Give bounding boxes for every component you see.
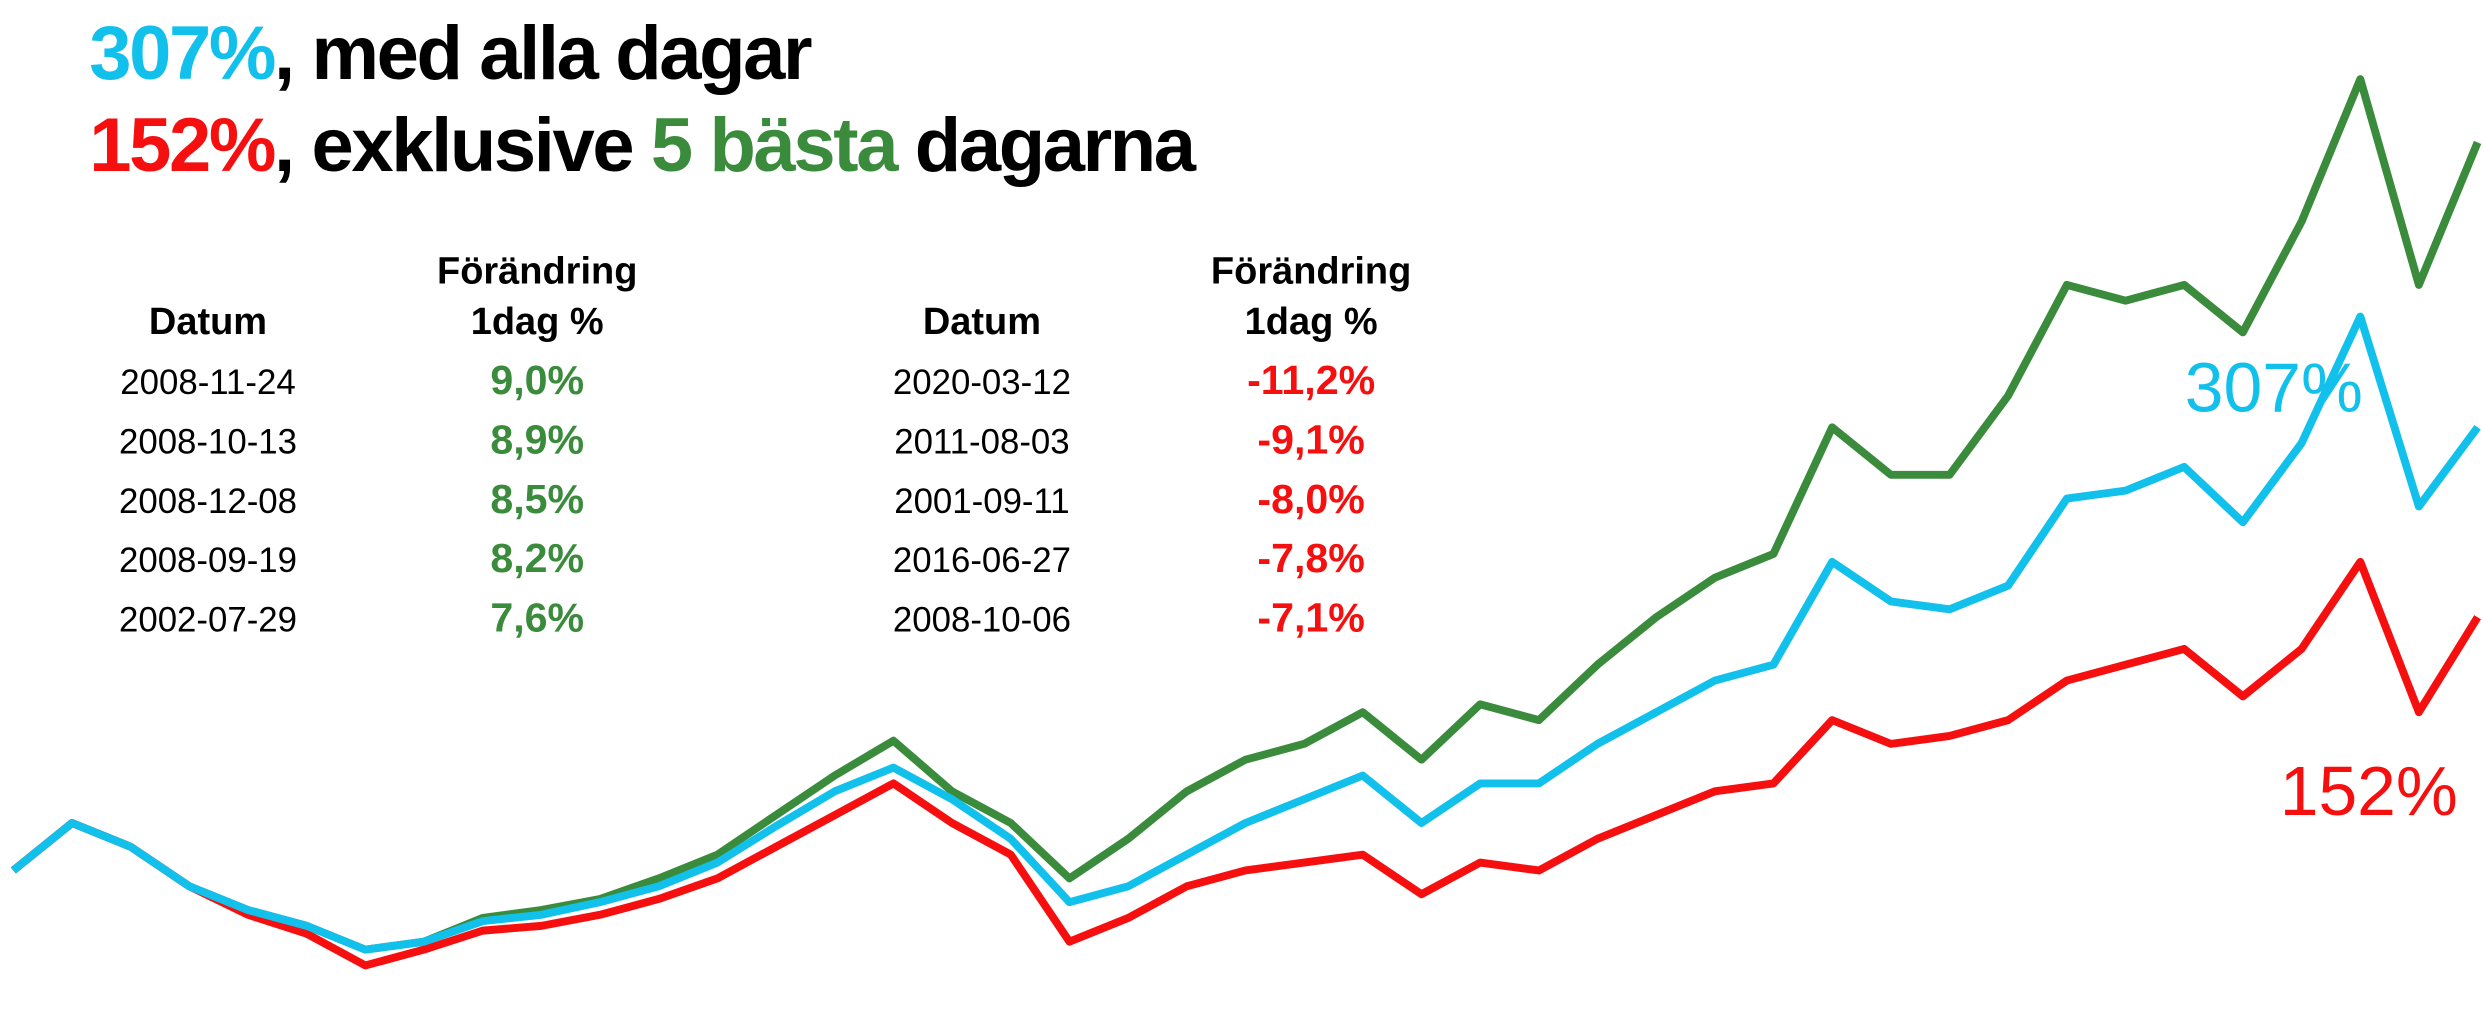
- date-cell: 2008-09-19: [119, 541, 297, 580]
- change-cell: -8,0%: [1257, 476, 1364, 522]
- column-header: 1dag %: [471, 301, 604, 343]
- change-cell: 7,6%: [490, 594, 584, 640]
- headline-part: 307%: [89, 11, 275, 96]
- headline-part: 152%: [89, 103, 275, 188]
- date-cell: 2008-10-13: [119, 422, 297, 461]
- change-cell: 8,2%: [490, 535, 584, 581]
- series-line: [10, 557, 2481, 970]
- change-cell: 8,5%: [490, 476, 584, 522]
- headline: 307%, med alla dagar: [89, 11, 812, 96]
- column-header: Datum: [923, 301, 1041, 343]
- date-cell: 2002-07-29: [119, 600, 297, 639]
- change-cell: -9,1%: [1257, 416, 1364, 462]
- series-label: 307%: [2185, 348, 2363, 426]
- headline-part: , med alla dagar: [274, 11, 812, 96]
- change-cell: 8,9%: [490, 416, 584, 462]
- column-header: Förändring: [437, 250, 637, 292]
- date-cell: 2020-03-12: [893, 363, 1071, 402]
- change-cell: 9,0%: [490, 357, 584, 403]
- column-header: Datum: [149, 301, 267, 343]
- date-cell: 2008-11-24: [120, 363, 295, 402]
- headline: 152%, exklusive 5 bästa dagarna: [89, 103, 1196, 188]
- change-cell: -7,8%: [1257, 535, 1364, 581]
- headline-part: 5 bästa: [651, 103, 899, 188]
- change-cell: -11,2%: [1247, 357, 1375, 403]
- change-cell: -7,1%: [1257, 594, 1364, 640]
- column-header: Förändring: [1211, 250, 1411, 292]
- column-header: 1dag %: [1245, 301, 1378, 343]
- date-cell: 2001-09-11: [894, 482, 1069, 521]
- headline-part: , exklusive: [274, 103, 651, 188]
- date-cell: 2016-06-27: [893, 541, 1071, 580]
- headline-part: dagarna: [896, 103, 1197, 188]
- series-label: 152%: [2280, 752, 2458, 830]
- date-cell: 2008-12-08: [119, 482, 297, 521]
- date-cell: 2011-08-03: [894, 422, 1069, 461]
- date-cell: 2008-10-06: [893, 600, 1071, 639]
- series-line: [10, 312, 2481, 954]
